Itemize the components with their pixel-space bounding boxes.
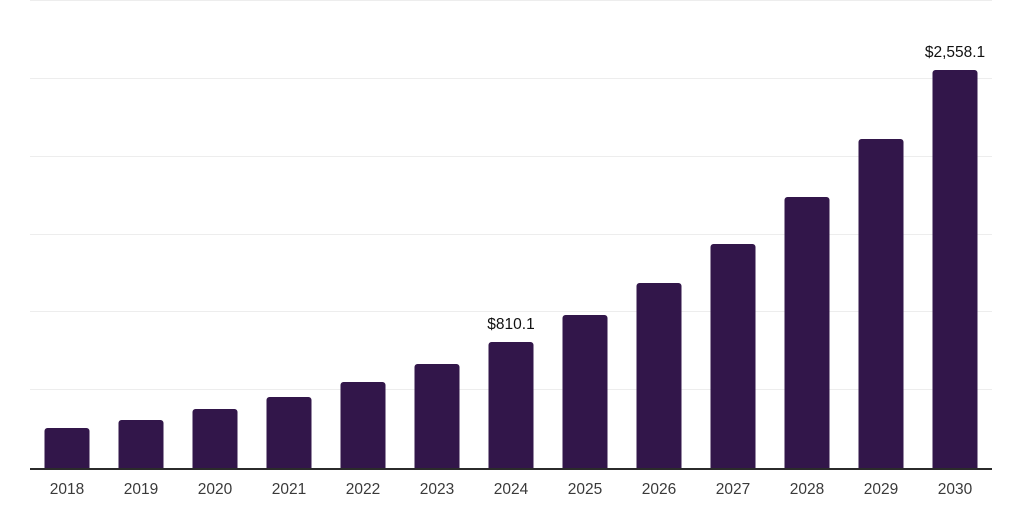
bar-2022: [340, 382, 386, 468]
x-tick-label-2018: 2018: [49, 481, 85, 498]
bar-2024: [488, 341, 534, 468]
x-tick-label-2019: 2019: [123, 481, 159, 498]
bar-2029: [858, 139, 904, 468]
gridline: [30, 233, 992, 235]
x-tick-label-2020: 2020: [197, 481, 233, 498]
bar-2030: [932, 69, 978, 468]
x-tick-label-2028: 2028: [789, 481, 825, 498]
x-tick-label-2029: 2029: [863, 481, 899, 498]
x-tick-label-2022: 2022: [345, 481, 381, 498]
bar-2023: [414, 363, 460, 468]
bar-2020: [192, 409, 238, 468]
bar-2028: [784, 196, 830, 468]
x-tick-label-2027: 2027: [715, 481, 751, 498]
bar-2019: [118, 419, 164, 468]
bar-2027: [710, 243, 756, 468]
x-tick-label-2024: 2024: [493, 481, 529, 498]
plot-area: $810.1 $2,558.1: [30, 0, 992, 470]
x-tick-label-2023: 2023: [419, 481, 455, 498]
gridline: [30, 77, 992, 79]
x-tick-label-2030: 2030: [937, 481, 973, 498]
gridline: [30, 155, 992, 157]
x-tick-label-2026: 2026: [641, 481, 677, 498]
gridline: [30, 311, 992, 313]
gridline: [30, 0, 992, 1]
bar-2025: [562, 315, 608, 468]
bar-2018: [44, 428, 90, 468]
bar-2026: [636, 282, 682, 468]
x-tick-label-2025: 2025: [567, 481, 603, 498]
bar-2021: [266, 397, 312, 468]
x-axis: 2018 2019 2020 2021 2022 2023 2024 2025 2026 2027…: [30, 481, 992, 503]
x-tick-label-2021: 2021: [271, 481, 307, 498]
bar-value-label-2030: $2,558.1: [924, 43, 986, 61]
bar-value-label-2024: $810.1: [487, 315, 535, 333]
